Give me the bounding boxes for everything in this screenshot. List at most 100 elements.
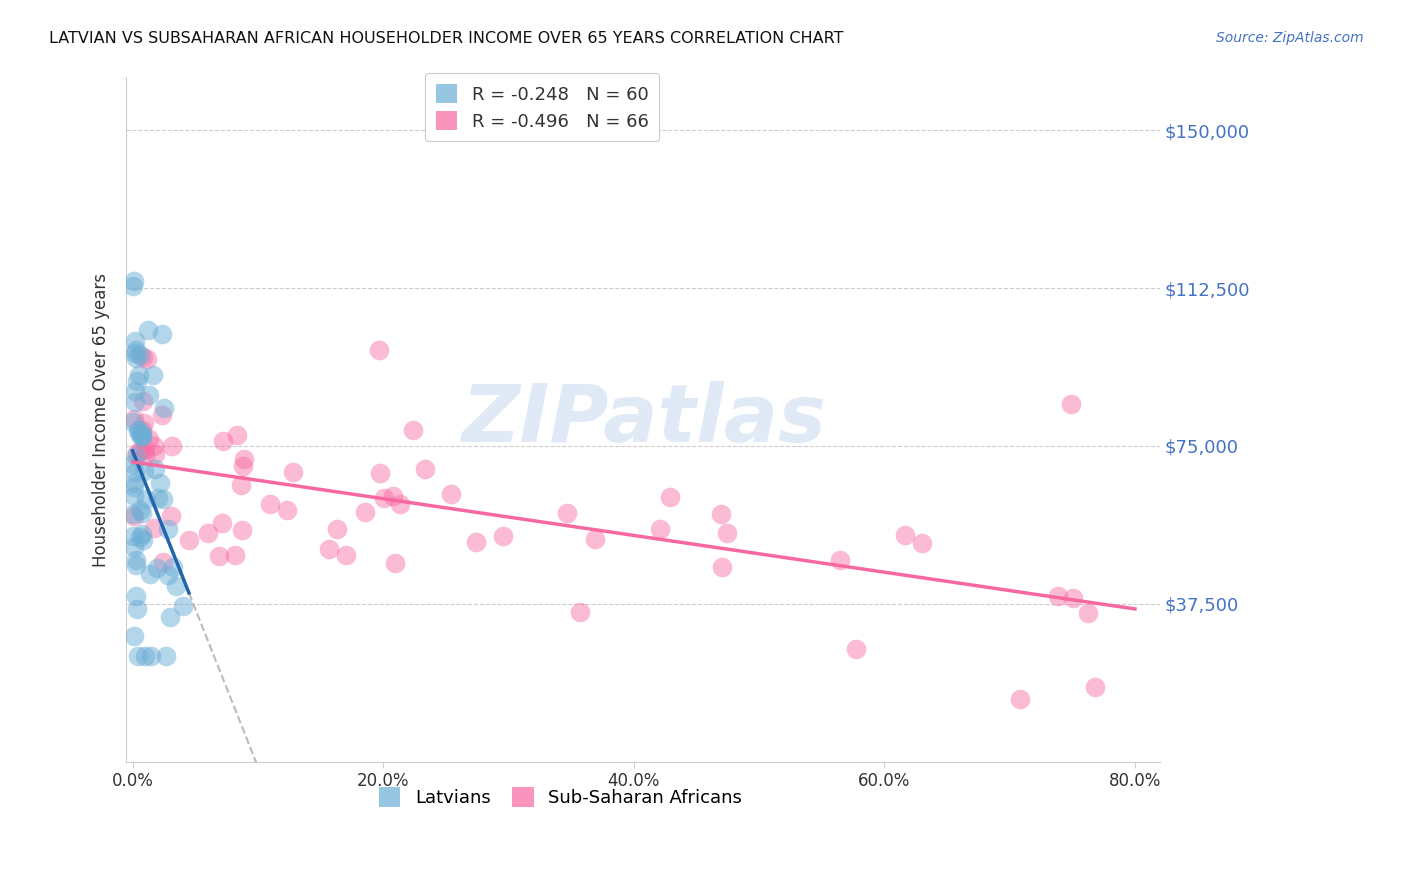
Point <box>138 432 160 446</box>
Point <box>127 374 149 388</box>
Point <box>160 439 183 453</box>
Point <box>125 446 148 460</box>
Point <box>384 556 406 570</box>
Point <box>555 506 578 520</box>
Point <box>159 508 181 523</box>
Point <box>131 527 153 541</box>
Point <box>134 464 156 478</box>
Point <box>716 525 738 540</box>
Point <box>138 388 160 402</box>
Point <box>122 508 145 523</box>
Point <box>132 350 155 364</box>
Point <box>711 559 734 574</box>
Point <box>122 412 145 426</box>
Point <box>145 561 167 575</box>
Point <box>128 348 150 362</box>
Point <box>335 548 357 562</box>
Point <box>318 542 340 557</box>
Point <box>153 401 176 415</box>
Point <box>139 567 162 582</box>
Point <box>129 443 152 458</box>
Point <box>132 393 155 408</box>
Point <box>368 467 391 481</box>
Point <box>132 416 155 430</box>
Point <box>125 589 148 603</box>
Point <box>125 558 148 572</box>
Point <box>197 525 219 540</box>
Point <box>125 343 148 358</box>
Point <box>1059 397 1081 411</box>
Point <box>911 536 934 550</box>
Point <box>122 476 145 491</box>
Point <box>127 649 149 664</box>
Point <box>402 423 425 437</box>
Point <box>162 560 184 574</box>
Legend: Latvians, Sub-Saharan Africans: Latvians, Sub-Saharan Africans <box>371 780 749 814</box>
Point <box>127 424 149 438</box>
Point <box>152 492 174 507</box>
Text: ZIPatlas: ZIPatlas <box>461 381 825 458</box>
Point <box>710 507 733 521</box>
Point <box>124 553 146 567</box>
Point <box>146 491 169 505</box>
Point <box>124 395 146 409</box>
Point <box>122 489 145 503</box>
Point <box>212 434 235 448</box>
Point <box>129 503 152 517</box>
Point <box>232 459 254 474</box>
Point <box>149 476 172 491</box>
Point <box>830 553 852 567</box>
Point <box>568 606 591 620</box>
Point <box>127 602 149 616</box>
Point <box>122 457 145 471</box>
Point <box>150 409 173 423</box>
Point <box>1062 591 1084 605</box>
Point <box>143 462 166 476</box>
Point <box>211 516 233 530</box>
Point <box>122 540 145 554</box>
Point <box>129 530 152 544</box>
Point <box>373 491 395 506</box>
Point <box>226 427 249 442</box>
Point <box>129 427 152 442</box>
Point <box>143 440 166 454</box>
Point <box>233 451 256 466</box>
Point <box>124 384 146 399</box>
Point <box>122 278 145 293</box>
Point <box>122 415 145 429</box>
Point <box>224 548 246 562</box>
Point <box>150 327 173 342</box>
Point <box>179 533 201 547</box>
Point <box>465 534 488 549</box>
Point <box>152 555 174 569</box>
Point <box>276 502 298 516</box>
Point <box>1077 606 1099 620</box>
Point <box>659 490 682 504</box>
Point <box>122 529 145 543</box>
Point <box>136 323 159 337</box>
Point <box>124 274 146 288</box>
Point <box>134 442 156 456</box>
Point <box>124 334 146 348</box>
Point <box>165 579 187 593</box>
Point <box>128 368 150 382</box>
Point <box>159 610 181 624</box>
Point <box>326 522 349 536</box>
Point <box>125 351 148 366</box>
Point <box>131 429 153 443</box>
Point <box>131 423 153 437</box>
Text: Source: ZipAtlas.com: Source: ZipAtlas.com <box>1216 31 1364 45</box>
Point <box>143 521 166 535</box>
Point <box>145 447 167 461</box>
Text: LATVIAN VS SUBSAHARAN AFRICAN HOUSEHOLDER INCOME OVER 65 YEARS CORRELATION CHART: LATVIAN VS SUBSAHARAN AFRICAN HOUSEHOLDE… <box>49 31 844 46</box>
Point <box>354 505 377 519</box>
Point <box>259 497 281 511</box>
Point <box>135 352 157 367</box>
Point <box>134 449 156 463</box>
Point <box>845 641 868 656</box>
Y-axis label: Householder Income Over 65 years: Householder Income Over 65 years <box>93 273 110 566</box>
Point <box>1010 691 1032 706</box>
Point <box>492 529 515 543</box>
Point <box>155 649 177 664</box>
Point <box>1084 681 1107 695</box>
